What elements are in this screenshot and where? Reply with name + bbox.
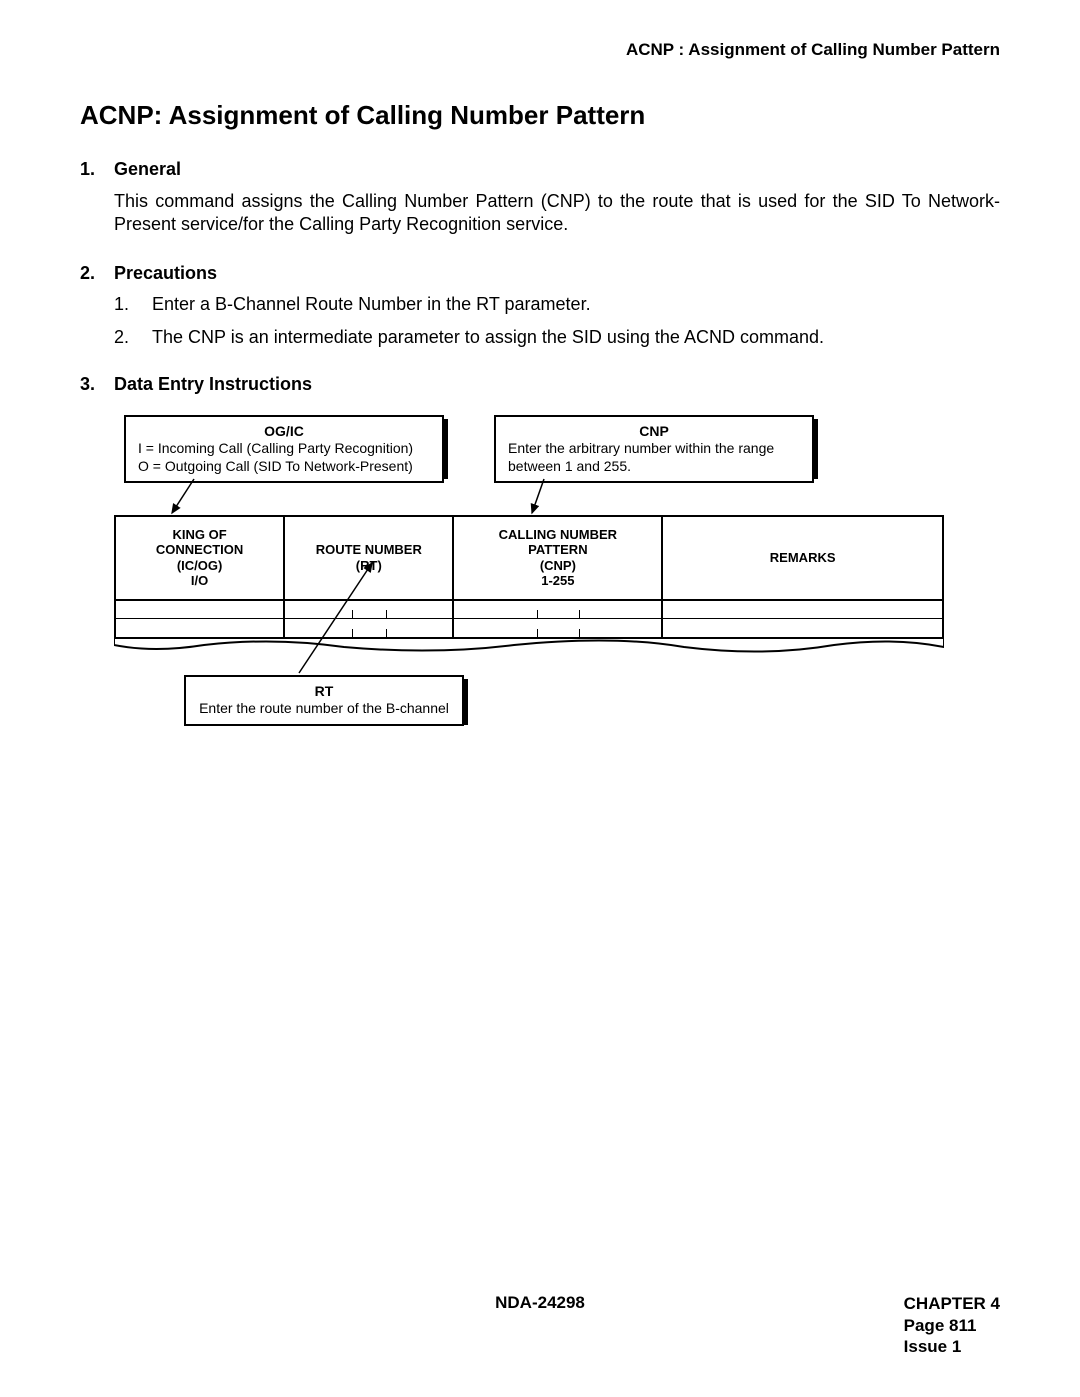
col-header-remarks: REMARKS bbox=[663, 517, 942, 599]
item-text: Enter a B-Channel Route Number in the RT… bbox=[152, 294, 591, 315]
section-title: Precautions bbox=[114, 263, 217, 284]
note-title: OG/IC bbox=[138, 423, 430, 441]
data-entry-diagram: OG/IC I = Incoming Call (Calling Party R… bbox=[114, 415, 1000, 755]
th-line: (CNP) bbox=[458, 558, 657, 574]
cell bbox=[116, 601, 285, 618]
note-line: Enter the arbitrary number within the ra… bbox=[508, 440, 800, 458]
note-line: O = Outgoing Call (SID To Network-Presen… bbox=[138, 458, 430, 476]
footer-page: Page 811 bbox=[904, 1315, 1000, 1336]
note-rt: RT Enter the route number of the B-chann… bbox=[184, 675, 464, 726]
section-data-entry: 3. Data Entry Instructions bbox=[80, 374, 1000, 395]
cell bbox=[285, 619, 454, 637]
section-num: 2. bbox=[80, 263, 114, 284]
item-text: The CNP is an intermediate parameter to … bbox=[152, 327, 824, 348]
section-title: General bbox=[114, 159, 181, 180]
cell bbox=[663, 601, 942, 618]
arrow-ogic bbox=[172, 479, 194, 513]
cell bbox=[454, 601, 663, 618]
note-line: between 1 and 255. bbox=[508, 458, 800, 476]
page-title: ACNP: Assignment of Calling Number Patte… bbox=[80, 100, 1000, 131]
precautions-list: 1. Enter a B-Channel Route Number in the… bbox=[114, 294, 1000, 348]
note-line: Enter the route number of the B-channel bbox=[198, 700, 450, 718]
footer-issue: Issue 1 bbox=[904, 1336, 1000, 1357]
table-row bbox=[116, 601, 942, 619]
item-num: 2. bbox=[114, 327, 152, 348]
col-header-cnp: CALLING NUMBER PATTERN (CNP) 1-255 bbox=[454, 517, 663, 599]
th-line: (IC/OG) bbox=[120, 558, 279, 574]
cell bbox=[116, 619, 285, 637]
list-item: 1. Enter a B-Channel Route Number in the… bbox=[114, 294, 1000, 315]
th-line: I/O bbox=[120, 573, 279, 589]
th-line: KING OF bbox=[120, 527, 279, 543]
col-header-rt: ROUTE NUMBER (RT) bbox=[285, 517, 454, 599]
note-line: I = Incoming Call (Calling Party Recogni… bbox=[138, 440, 430, 458]
table-header-row: KING OF CONNECTION (IC/OG) I/O ROUTE NUM… bbox=[116, 517, 942, 601]
arrow-cnp bbox=[532, 479, 544, 513]
th-line: CONNECTION bbox=[120, 542, 279, 558]
list-item: 2. The CNP is an intermediate parameter … bbox=[114, 327, 1000, 348]
col-header-connection: KING OF CONNECTION (IC/OG) I/O bbox=[116, 517, 285, 599]
section-num: 3. bbox=[80, 374, 114, 395]
section-title: Data Entry Instructions bbox=[114, 374, 312, 395]
running-header: ACNP : Assignment of Calling Number Patt… bbox=[80, 40, 1000, 60]
th-line: REMARKS bbox=[667, 550, 938, 566]
note-cnp: CNP Enter the arbitrary number within th… bbox=[494, 415, 814, 484]
cell bbox=[454, 619, 663, 637]
footer-chapter: CHAPTER 4 bbox=[904, 1293, 1000, 1314]
th-line: ROUTE NUMBER bbox=[289, 542, 448, 558]
section-num: 1. bbox=[80, 159, 114, 180]
section-general: 1. General bbox=[80, 159, 1000, 180]
table-row bbox=[116, 619, 942, 637]
cell bbox=[285, 601, 454, 618]
note-ogic: OG/IC I = Incoming Call (Calling Party R… bbox=[124, 415, 444, 484]
th-line: (RT) bbox=[289, 558, 448, 574]
cell bbox=[663, 619, 942, 637]
note-title: CNP bbox=[508, 423, 800, 441]
note-title: RT bbox=[198, 683, 450, 701]
footer-doc-id: NDA-24298 bbox=[495, 1293, 585, 1313]
th-line: PATTERN bbox=[458, 542, 657, 558]
item-num: 1. bbox=[114, 294, 152, 315]
th-line: CALLING NUMBER bbox=[458, 527, 657, 543]
section-precautions: 2. Precautions bbox=[80, 263, 1000, 284]
data-entry-table: KING OF CONNECTION (IC/OG) I/O ROUTE NUM… bbox=[114, 515, 944, 639]
section-general-body: This command assigns the Calling Number … bbox=[114, 190, 1000, 237]
th-line: 1-255 bbox=[458, 573, 657, 589]
page-footer: NDA-24298 CHAPTER 4 Page 811 Issue 1 bbox=[80, 1293, 1000, 1357]
